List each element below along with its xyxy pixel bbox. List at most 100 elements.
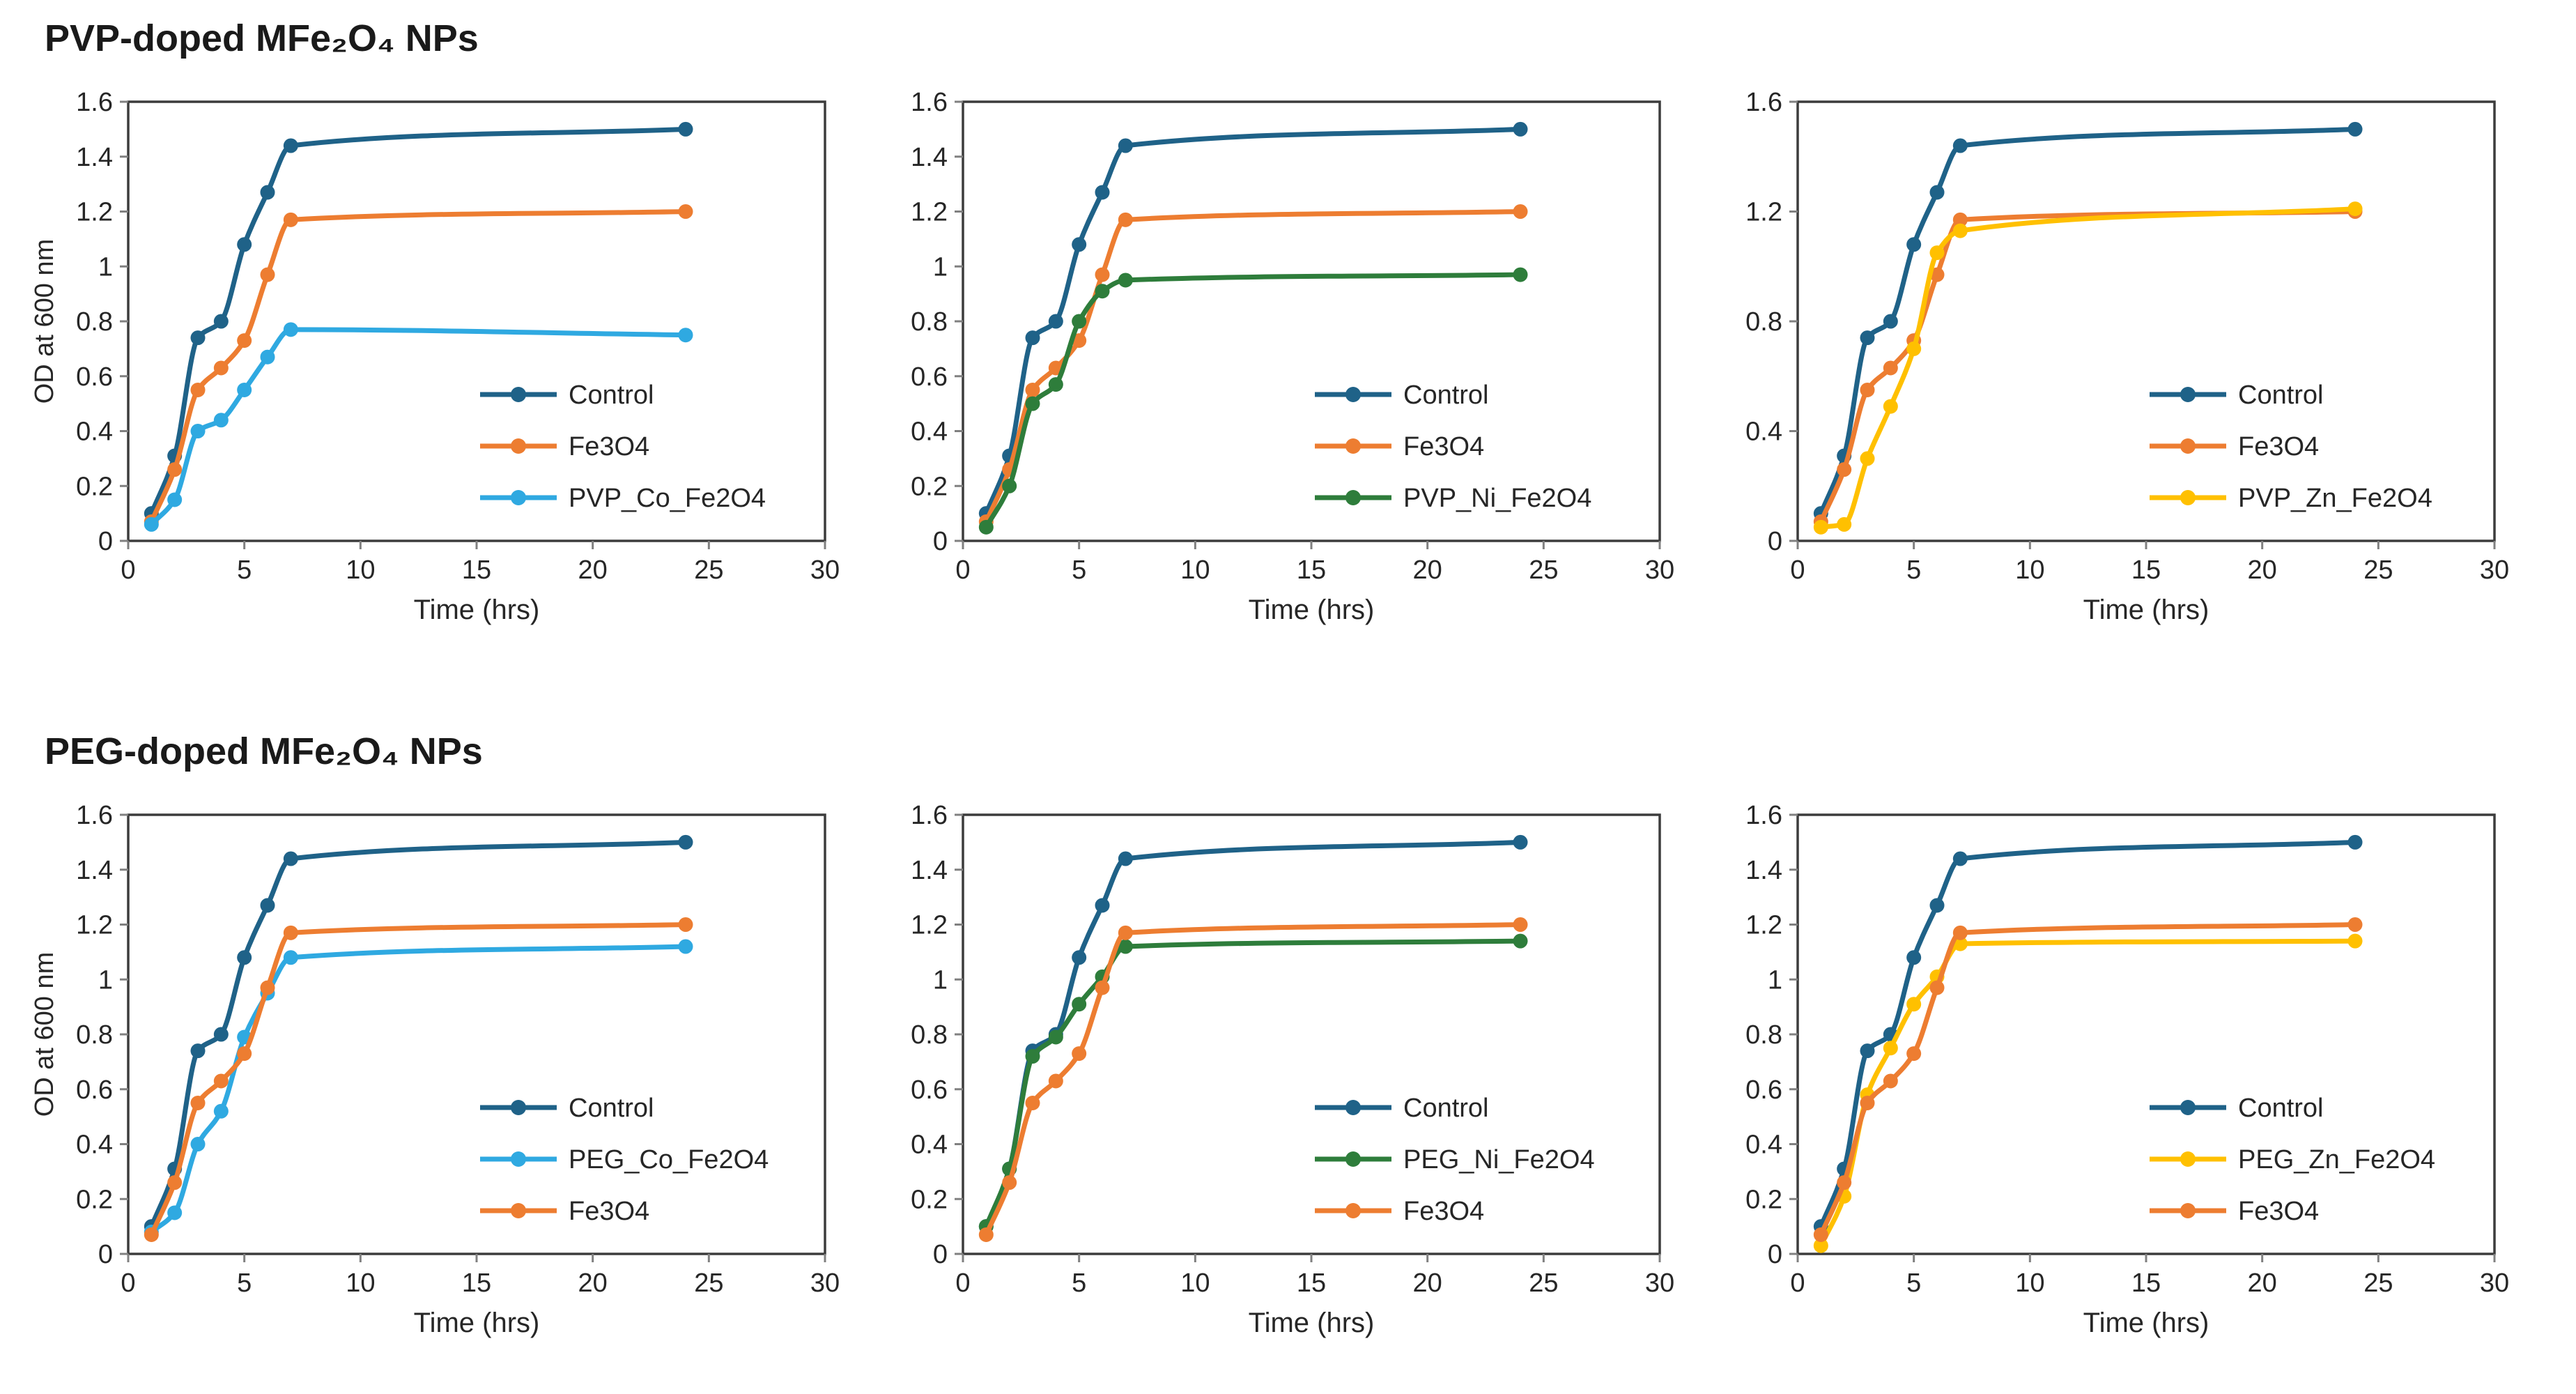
data-point-PVP_Zn_Fe2O4 [1906,341,1922,356]
x-axis-tick-label: 5 [1072,556,1086,585]
data-point-Fe3O4 [1095,980,1110,995]
legend-marker-dot [2180,1100,2196,1115]
data-point-PVP_Zn_Fe2O4 [1883,399,1898,414]
legend-label: Fe3O4 [569,1197,649,1226]
data-point-PVP_Ni_Fe2O4 [1025,396,1040,411]
y-axis-tick-label: 1.6 [1745,801,1782,830]
x-axis-tick-label: 15 [1297,556,1326,585]
data-point-Control [283,138,298,153]
x-axis-title: Time (hrs) [1249,1308,1375,1338]
y-axis-tick-label: 0.4 [76,418,113,447]
data-point-Fe3O4 [1952,925,1968,940]
data-point-PEG_Zn_Fe2O4 [1952,936,1968,951]
legend-label: Fe3O4 [569,432,649,461]
x-axis-tick-label: 20 [578,1269,608,1298]
y-axis-tick-label: 0 [98,1240,113,1269]
data-point-Fe3O4 [678,204,693,219]
data-point-Fe3O4 [167,462,183,477]
x-axis-tick-label: 0 [121,556,135,585]
chart-pvp-co-fe2o4: 0 5 10 15 20 25 30 0 0.2 0.4 0.6 0.8 1 1.2 1.4 1.6 Time … [24,75,846,638]
data-point-Fe3O4 [1906,1046,1922,1062]
series-line-Fe3O4 [1818,922,2358,1237]
y-axis-tick-label: 1 [1768,965,1782,995]
legend-label: Control [2238,1094,2324,1123]
data-point-Fe3O4 [237,1046,252,1062]
data-point-Control [213,314,229,329]
data-point-Fe3O4 [260,980,275,995]
data-point-Fe3O4 [190,382,206,397]
plot-border [127,100,826,542]
data-point-Fe3O4 [1929,267,1945,282]
legend-label: Control [569,1094,654,1123]
data-point-PVP_Co_Fe2O4 [260,349,275,365]
y-axis-tick-label: 1 [933,252,948,282]
x-axis-tick-label: 25 [694,556,723,585]
y-axis-tick-label: 0 [98,527,113,556]
chart-peg-zn-fe2o4: 0 5 10 15 20 25 30 0 0.2 0.4 0.6 0.8 1 1.2 1.4 1.6 Time … [1693,788,2515,1351]
legend-marker-dot [511,1100,526,1115]
y-axis-tick-label: 0.4 [911,418,948,447]
data-point-PVP_Co_Fe2O4 [190,424,206,438]
y-axis-tick-label: 0.6 [911,362,948,392]
series-line-Fe3O4 [148,209,688,524]
section-title-pvp: PVP-doped MFe₂O₄ NPs [45,17,479,59]
chart-pvp-zn-fe2o4: 0 5 10 15 20 25 30 0 0.4 0.8 1.2 1.6 Time (hrs) Contr… [1693,75,2515,638]
data-point-Fe3O4 [213,1073,229,1089]
y-axis-title: OD at 600 nm [30,952,59,1117]
legend-marker-dot [511,1203,526,1218]
data-point-Fe3O4 [167,1175,183,1190]
section-title-peg: PEG-doped MFe₂O₄ NPs [45,730,483,772]
data-point-Fe3O4 [1072,1046,1087,1062]
y-axis-tick-label: 0.6 [76,1075,113,1105]
y-axis-tick-label: 0.2 [911,1185,948,1214]
y-axis-tick-label: 0.2 [1745,1185,1782,1214]
data-point-PEG_Zn_Fe2O4 [1813,1238,1828,1253]
data-point-Control [1860,330,1875,346]
data-point-Control [1906,237,1922,252]
y-axis-tick-label: 0.6 [76,362,113,392]
y-axis-tick-label: 0.4 [1745,418,1782,447]
data-point-PVP_Co_Fe2O4 [144,516,159,532]
data-point-PEG_Ni_Fe2O4 [1072,997,1087,1012]
x-axis-title: Time (hrs) [414,1308,540,1338]
x-axis-tick-label: 15 [2131,556,2161,585]
data-point-Fe3O4 [1025,382,1040,397]
series-line-Fe3O4 [983,209,1523,524]
data-point-Fe3O4 [190,1095,206,1110]
legend-label: PVP_Co_Fe2O4 [569,484,766,513]
data-point-PEG_Zn_Fe2O4 [1883,1041,1898,1056]
data-point-Control [1072,950,1087,965]
legend-marker-dot [2180,1151,2196,1167]
legend-label: PVP_Ni_Fe2O4 [1403,484,1591,513]
data-point-Control [190,1043,206,1059]
legend-label: PVP_Zn_Fe2O4 [2238,484,2432,513]
data-point-Fe3O4 [1025,1095,1040,1110]
x-axis-tick-label: 5 [237,1269,252,1298]
y-axis-tick-label: 1.6 [76,88,113,117]
legend-marker-dot [2180,438,2196,454]
data-point-Fe3O4 [1837,1175,1852,1190]
data-point-Fe3O4 [1883,360,1898,376]
data-point-PEG_Ni_Fe2O4 [1025,1049,1040,1064]
x-axis-tick-label: 15 [1297,1269,1326,1298]
x-axis-tick-label: 20 [1413,1269,1442,1298]
y-axis-tick-label: 1.2 [1745,198,1782,227]
x-axis-tick-label: 15 [2131,1269,2161,1298]
x-axis-title: Time (hrs) [1249,595,1375,625]
x-axis-tick-label: 25 [1529,556,1558,585]
data-point-Control [1883,314,1898,329]
data-point-Control [1513,834,1528,850]
data-point-PEG_Ni_Fe2O4 [1118,939,1133,954]
data-point-PVP_Zn_Fe2O4 [1952,223,1968,238]
plot-border [1796,813,2496,1255]
data-point-Control [1952,138,1968,153]
data-point-Fe3O4 [260,267,275,282]
data-point-Control [2347,121,2363,137]
legend-label: PEG_Co_Fe2O4 [569,1145,769,1174]
chart-peg-co-fe2o4: 0 5 10 15 20 25 30 0 0.2 0.4 0.6 0.8 1 1.2 1.4 1.6 Time … [24,788,846,1351]
y-axis-tick-label: 1.6 [76,801,113,830]
y-axis-tick-label: 0.8 [1745,1020,1782,1050]
data-point-Control [1906,950,1922,965]
data-point-Control [190,330,206,346]
data-point-Fe3O4 [2347,917,2363,932]
